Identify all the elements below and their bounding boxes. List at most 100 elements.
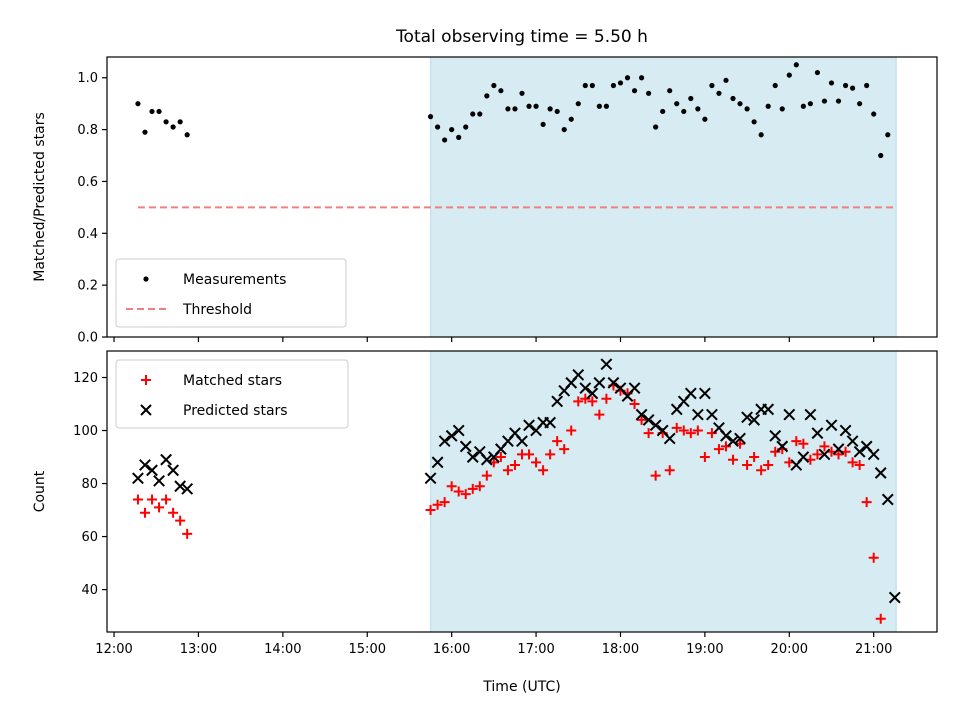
data-point	[818, 448, 831, 461]
data-point	[445, 429, 458, 442]
data-point	[713, 444, 724, 455]
data-point	[559, 444, 570, 455]
data-point	[720, 441, 731, 452]
data-point	[572, 368, 585, 381]
axes-frame	[106, 350, 938, 633]
data-point	[628, 382, 641, 395]
x-tick-label: 13:00	[180, 642, 217, 657]
legend-label: Measurements	[183, 272, 286, 288]
data-point	[156, 108, 162, 115]
data-point	[607, 376, 620, 389]
data-point	[839, 424, 852, 437]
data-point	[847, 457, 858, 468]
data-point	[538, 465, 549, 476]
data-point	[770, 446, 781, 457]
legend-box	[115, 258, 347, 328]
data-point	[139, 507, 150, 518]
data-point	[167, 464, 180, 477]
data-point	[737, 101, 743, 107]
data-point	[853, 445, 866, 458]
data-point	[434, 124, 441, 130]
data-point	[881, 493, 894, 506]
data-point	[763, 459, 774, 470]
data-point	[617, 80, 624, 86]
data-point	[552, 436, 563, 447]
data-point	[175, 515, 186, 526]
data-point	[727, 435, 739, 448]
y-tick-label: 40	[81, 583, 98, 598]
data-point	[642, 414, 655, 426]
x-tick-label: 19:00	[686, 642, 723, 657]
data-point	[600, 358, 613, 371]
data-point	[681, 108, 687, 115]
data-point	[635, 408, 648, 421]
x-tick-label: 20:00	[771, 642, 808, 657]
data-point	[586, 387, 599, 400]
data-point	[691, 408, 704, 421]
data-point	[723, 77, 729, 83]
data-point	[756, 465, 767, 476]
data-point	[593, 376, 606, 389]
data-point	[168, 507, 179, 518]
data-point	[871, 111, 877, 117]
data-point	[453, 486, 464, 497]
data-point	[854, 459, 865, 470]
data-point	[589, 82, 595, 89]
x-tick-label: 14:00	[264, 642, 301, 657]
x-tick-label: 12:00	[95, 642, 132, 657]
data-point	[885, 132, 891, 138]
data-point	[741, 411, 753, 424]
data-point	[772, 82, 778, 89]
data-point	[526, 103, 532, 109]
data-point	[544, 416, 557, 429]
data-point	[716, 90, 722, 96]
x-tick-label: 16:00	[433, 642, 470, 657]
legend-label: Predicted stars	[183, 403, 288, 419]
data-point	[477, 111, 483, 117]
data-point	[797, 451, 810, 463]
data-point	[695, 106, 701, 112]
data-point	[800, 103, 806, 109]
data-point	[481, 470, 492, 481]
data-point	[758, 132, 764, 138]
bottom-panel: 40 60 80 100 120 12:00 13:00 14:00 15:00 16:00 17:…	[32, 350, 938, 695]
data-point	[706, 428, 717, 439]
data-point	[692, 425, 703, 436]
data-point	[638, 75, 645, 81]
data-point	[631, 88, 638, 94]
y-tick-label: 60	[81, 530, 98, 545]
data-point	[624, 75, 631, 81]
data-point	[509, 459, 520, 470]
legend-label: Threshold	[182, 302, 252, 318]
axes-frame	[106, 56, 938, 338]
data-point	[427, 114, 434, 120]
x-tick-label: 21:00	[855, 642, 892, 657]
data-point	[181, 482, 194, 495]
data-point	[671, 422, 682, 433]
data-point	[438, 435, 451, 448]
data-point	[554, 108, 560, 115]
data-point	[603, 103, 610, 109]
y-tick-label: 80	[81, 477, 98, 492]
data-point	[791, 436, 802, 447]
data-point	[857, 101, 863, 107]
data-point	[702, 116, 708, 122]
data-point	[776, 440, 789, 453]
data-point	[706, 408, 718, 421]
data-point	[821, 98, 828, 104]
legend-label: Matched stars	[183, 373, 282, 389]
data-point	[779, 106, 785, 112]
data-point	[424, 472, 437, 485]
data-point	[814, 69, 821, 76]
y-tick-label: 1.0	[77, 71, 98, 86]
data-point	[174, 480, 187, 493]
data-point	[146, 464, 158, 477]
data-point	[684, 387, 697, 400]
data-point	[163, 119, 169, 125]
data-point	[568, 116, 574, 122]
data-point	[643, 428, 654, 439]
data-point	[505, 106, 511, 112]
data-point	[744, 106, 750, 112]
data-point	[561, 126, 567, 133]
